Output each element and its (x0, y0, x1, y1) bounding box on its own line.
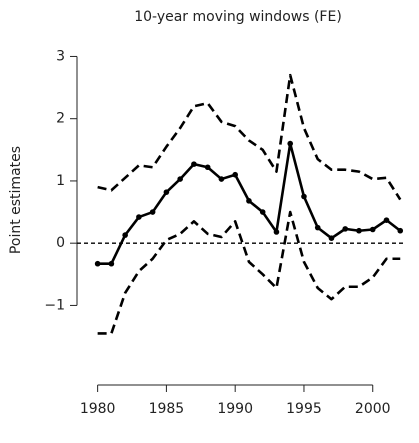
point (328, 235, 335, 242)
point (314, 224, 321, 231)
point (191, 161, 197, 167)
point (218, 176, 225, 182)
point (301, 193, 307, 200)
y-tick-label: 3 (56, 48, 65, 64)
point (342, 226, 349, 232)
point (108, 260, 115, 267)
point (122, 232, 128, 238)
point (136, 214, 142, 220)
point (383, 217, 390, 223)
x-tick-label: 2000 (355, 401, 391, 417)
series-line (97, 210, 401, 335)
point (397, 227, 404, 234)
point (287, 140, 294, 147)
point (163, 189, 170, 195)
chart-title: 10-year moving windows (FE) (134, 9, 342, 25)
series-line (97, 142, 402, 266)
y-tick-label: −1 (44, 297, 65, 313)
point (94, 260, 101, 267)
point (356, 227, 362, 234)
x-tick-label: 1985 (149, 401, 185, 417)
x-tick-label: 1980 (80, 401, 116, 417)
x-tick-label: 1990 (217, 401, 253, 417)
y-axis-label: Point estimates (8, 146, 24, 254)
point (232, 171, 238, 178)
point (177, 176, 183, 182)
series-line (97, 73, 402, 201)
point (246, 198, 252, 204)
y-tick-label: 1 (56, 173, 65, 189)
point (149, 209, 156, 215)
x-tick-label: 1995 (286, 401, 322, 417)
y-tick-label: 2 (56, 111, 65, 127)
point (204, 164, 211, 171)
y-tick-label: 0 (56, 235, 65, 251)
point (273, 229, 280, 235)
point (369, 226, 376, 233)
point (259, 209, 266, 215)
